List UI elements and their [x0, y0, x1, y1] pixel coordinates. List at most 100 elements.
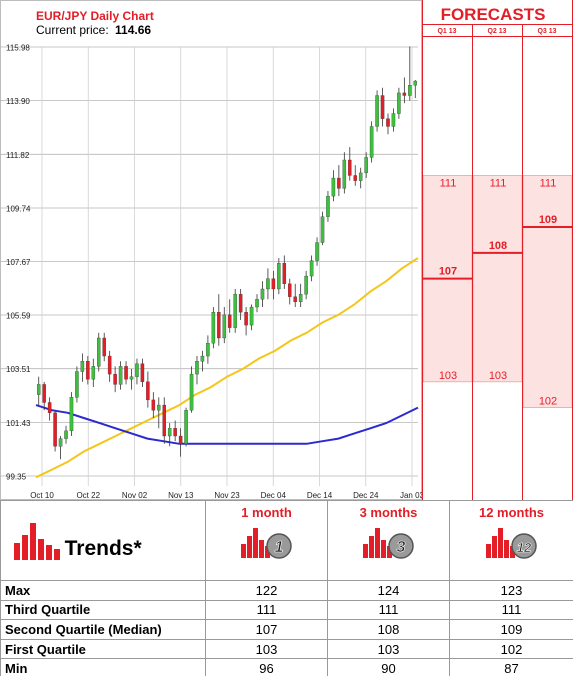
trend-value: 107 [205, 619, 328, 640]
candle [135, 358, 139, 385]
chart-title: EUR/JPY Daily Chart [36, 9, 154, 23]
trend-row: Second Quartile (Median) 107 108 109 [0, 619, 573, 640]
x-tick-label: Dec 24 [353, 491, 379, 500]
y-tick-label: 107.67 [6, 258, 31, 267]
trends-table: Trends* 1 month 1 3 months 3 12 months 1… [0, 500, 573, 676]
trend-row-label: First Quartile [0, 638, 206, 660]
candle [86, 356, 90, 385]
candle [364, 152, 368, 179]
y-tick-label: 101.43 [6, 419, 31, 428]
forecast-labels: 111 107 103 111 108 103 111 109 102 [439, 177, 557, 407]
candle [173, 420, 177, 442]
forecasts-title: FORECASTS [441, 5, 546, 24]
candles [36, 46, 418, 460]
trend-value: 87 [449, 658, 573, 676]
trend-value: 109 [449, 619, 573, 640]
trend-row-label: Max [0, 580, 206, 601]
horizon-badge-number: 3 [396, 539, 405, 556]
forecast-band [522, 175, 573, 408]
candle [75, 366, 79, 403]
candle [309, 255, 314, 282]
candle [348, 147, 352, 181]
trend-value: 124 [327, 580, 450, 601]
candle [266, 268, 270, 300]
candle [178, 428, 183, 457]
x-tick-label: Dec 04 [261, 491, 287, 500]
candle [36, 376, 41, 406]
trend-row: First Quartile 103 103 102 [0, 638, 573, 660]
candle [222, 307, 227, 344]
candle [238, 288, 243, 320]
candle [195, 356, 199, 385]
candle [151, 392, 156, 418]
candle [369, 121, 374, 163]
trend-value: 111 [449, 599, 573, 621]
price-chart-svg: EUR/JPY Daily Chart Current price: 114.6… [0, 0, 425, 500]
candle [337, 165, 341, 197]
forecast-col-2: Q2 13 [487, 28, 506, 35]
horizon-3-months: 3 months 3 [327, 500, 450, 581]
x-tick-label: Oct 10 [30, 491, 54, 500]
candle [211, 307, 216, 349]
candle [200, 350, 205, 372]
current-price-label: Current price: [36, 23, 109, 37]
horizon-bar-icon: 12 [485, 528, 537, 559]
candle [260, 281, 265, 308]
candle [277, 258, 281, 295]
forecast-q3-label: 111 [490, 177, 507, 189]
candle [397, 87, 401, 119]
y-tick-label: 105.59 [6, 312, 31, 321]
candle [391, 108, 396, 132]
candle [249, 304, 254, 331]
trend-row-label: Third Quartile [0, 599, 206, 621]
horizon-bar-icon: 3 [362, 528, 414, 559]
forecasts-svg: FORECASTS Q1 13 Q2 13 Q3 13 111107103111… [422, 0, 573, 500]
trends-title-cell: Trends* [0, 500, 206, 581]
y-tick-label: 109.74 [6, 204, 31, 213]
candle [107, 350, 112, 382]
trend-value: 108 [327, 619, 450, 640]
horizon-badge-icon: 12 [454, 526, 569, 563]
forecast-q1-label: 102 [539, 396, 557, 408]
forecast-median-label: 108 [489, 240, 507, 252]
horizon-1-month: 1 month 1 [205, 500, 328, 581]
moving-average-line [35, 257, 419, 479]
candle [386, 113, 390, 135]
price-chart: EUR/JPY Daily Chart Current price: 114.6… [0, 0, 425, 500]
candle [342, 152, 347, 194]
candle [288, 278, 292, 305]
candle [124, 361, 128, 385]
horizon-label: 3 months [359, 505, 418, 520]
forecasts-panel: FORECASTS Q1 13 Q2 13 Q3 13 111 107 103 111… [422, 0, 573, 500]
candle [157, 397, 161, 429]
y-tick-label: 111.82 [6, 151, 30, 160]
candle [47, 397, 52, 421]
horizon-badge-icon: 3 [332, 526, 445, 563]
trend-value: 102 [449, 638, 573, 660]
forecast-q1-label: 103 [489, 370, 507, 382]
forecast-q1-label: 103 [439, 370, 457, 382]
horizon-12-months: 12 months 12 [449, 500, 573, 581]
forecast-col-1: Q1 13 [437, 28, 456, 35]
trend-value: 111 [327, 599, 450, 621]
trend-row-label: Min [0, 658, 206, 676]
current-price: Current price: 114.66 [36, 23, 151, 37]
y-tick-label: 115.98 [6, 44, 30, 53]
candle [320, 211, 325, 246]
trends-grid: Trends* 1 month 1 3 months 3 12 months 1… [0, 500, 573, 676]
trends-rows: Max 122 124 123 Third Quartile 111 111 111 Secon… [0, 580, 573, 676]
forecast-bands [422, 175, 573, 408]
trend-value: 96 [205, 658, 328, 676]
candle [184, 407, 188, 447]
candle [255, 294, 259, 313]
candle [413, 80, 418, 99]
trend-value: 103 [205, 638, 328, 660]
horizon-badge-number: 12 [516, 540, 531, 555]
candle [353, 165, 357, 186]
candle [331, 170, 336, 202]
number-disc-icon [510, 533, 537, 559]
x-tick-label: Jan 03 [400, 491, 422, 500]
candle [304, 270, 308, 300]
candle [315, 237, 319, 266]
candle [282, 255, 287, 289]
